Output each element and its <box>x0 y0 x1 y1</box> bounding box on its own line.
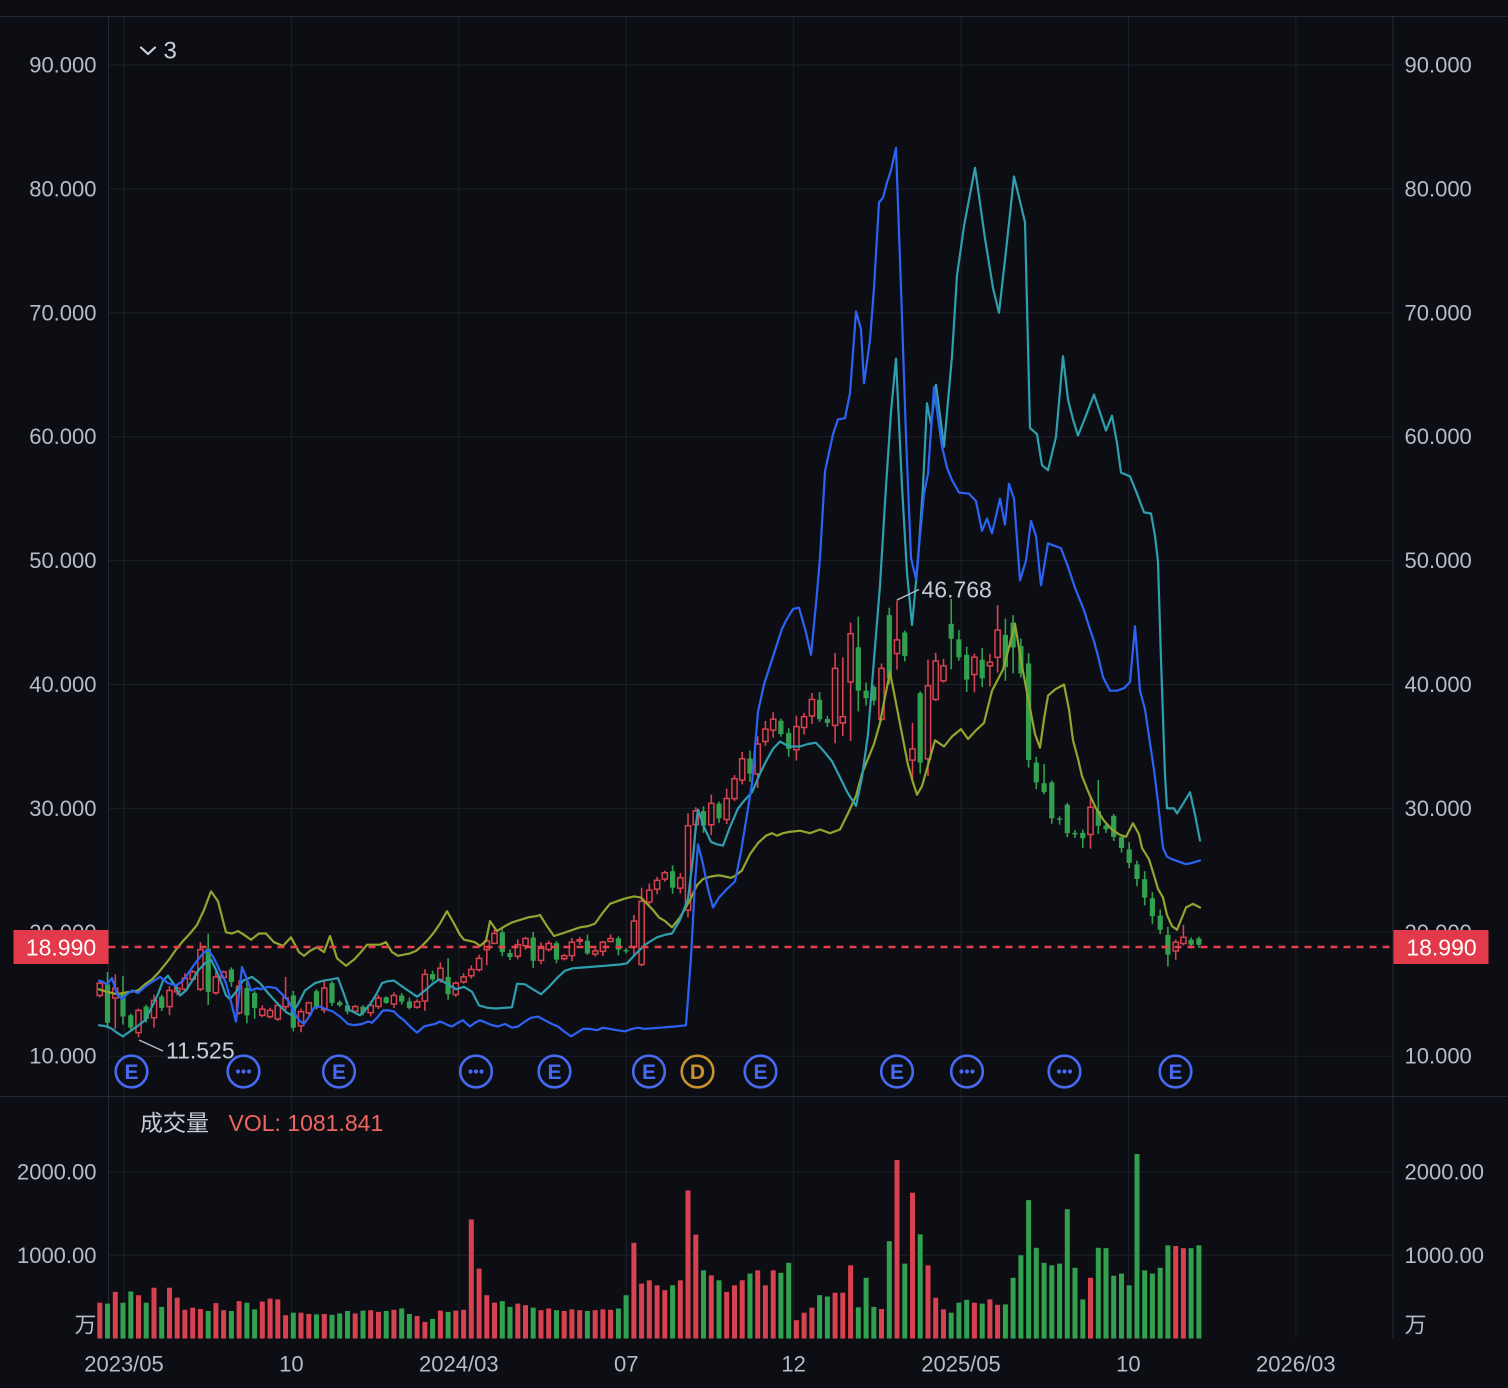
svg-text:50.000: 50.000 <box>1405 548 1472 573</box>
svg-text:1000.00: 1000.00 <box>17 1243 97 1268</box>
svg-text:30.000: 30.000 <box>29 796 96 821</box>
svg-text:E: E <box>332 1061 346 1084</box>
svg-text:E: E <box>890 1061 904 1084</box>
svg-text:80.000: 80.000 <box>29 176 96 201</box>
svg-text:70.000: 70.000 <box>1405 300 1472 325</box>
svg-text:50.000: 50.000 <box>29 548 96 573</box>
svg-text:40.000: 40.000 <box>1405 672 1472 697</box>
svg-text:10: 10 <box>279 1352 303 1377</box>
svg-text:2025/05: 2025/05 <box>921 1352 1001 1377</box>
svg-text:2026/03: 2026/03 <box>1256 1352 1336 1377</box>
svg-text:10.000: 10.000 <box>29 1044 96 1069</box>
svg-text:E: E <box>1168 1061 1182 1084</box>
svg-text:2000.00: 2000.00 <box>17 1160 97 1185</box>
svg-text:90.000: 90.000 <box>1405 53 1472 78</box>
svg-text:80.000: 80.000 <box>1405 176 1472 201</box>
svg-text:90.000: 90.000 <box>29 53 96 78</box>
svg-text:VOL: 1081.841: VOL: 1081.841 <box>229 1110 384 1136</box>
svg-text:3: 3 <box>164 38 177 65</box>
svg-text:E: E <box>547 1061 561 1084</box>
svg-text:E: E <box>124 1061 138 1084</box>
svg-text:11.525: 11.525 <box>166 1038 235 1064</box>
svg-text:18.990: 18.990 <box>26 935 96 961</box>
svg-text:E: E <box>642 1061 656 1084</box>
svg-text:07: 07 <box>614 1352 638 1377</box>
svg-text:2023/05: 2023/05 <box>84 1352 164 1377</box>
svg-text:30.000: 30.000 <box>1405 796 1472 821</box>
svg-text:D: D <box>690 1061 705 1084</box>
svg-text:46.768: 46.768 <box>922 577 992 603</box>
svg-text:60.000: 60.000 <box>29 424 96 449</box>
svg-text:2024/03: 2024/03 <box>419 1352 499 1377</box>
svg-text:60.000: 60.000 <box>1405 424 1472 449</box>
svg-text:1000.00: 1000.00 <box>1405 1243 1485 1268</box>
svg-text:E: E <box>753 1061 767 1084</box>
svg-text:10: 10 <box>1116 1352 1140 1377</box>
svg-text:18.990: 18.990 <box>1406 935 1476 961</box>
svg-text:40.000: 40.000 <box>29 672 96 697</box>
svg-text:70.000: 70.000 <box>29 300 96 325</box>
svg-text:10.000: 10.000 <box>1405 1044 1472 1069</box>
svg-text:2000.00: 2000.00 <box>1405 1160 1485 1185</box>
svg-text:12: 12 <box>781 1352 805 1377</box>
